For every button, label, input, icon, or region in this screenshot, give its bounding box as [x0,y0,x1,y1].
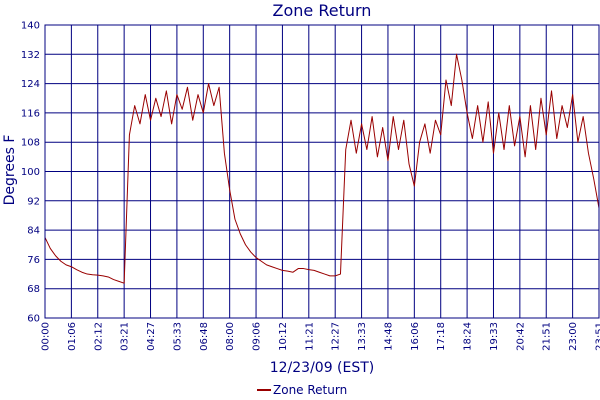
x-tick-label: 03:21 [120,322,131,351]
chart-title: Zone Return [273,1,372,20]
x-tick-label: 01:06 [67,322,78,351]
y-tick-label: 140 [21,21,40,32]
x-tick-label: 21:51 [542,322,553,351]
x-tick-label: 09:06 [252,322,263,351]
y-tick-label: 76 [27,255,40,266]
y-axis-label: Degrees F [2,135,18,206]
y-tick-label: 68 [27,284,40,295]
x-tick-label: 14:48 [383,322,394,351]
x-tick-label: 08:00 [225,322,236,351]
y-axis-ticks: 60 68 76 84 92 100 108 116 124 132 140 [21,21,40,325]
y-tick-label: 132 [21,50,40,61]
x-tick-label: 00:00 [41,322,52,351]
x-axis-ticks: 00:00 01:06 02:12 03:21 04:27 05:33 06:48 08:00… [41,322,600,351]
x-tick-label: 05:33 [172,322,183,351]
y-tick-label: 60 [27,314,40,325]
series-line-zone-return [44,53,600,284]
y-tick-label: 100 [21,167,40,178]
x-tick-label: 19:33 [489,322,500,351]
plot-frame [44,24,600,319]
x-tick-label: 04:27 [146,322,157,351]
x-tick-label: 10:12 [278,322,289,351]
y-tick-label: 108 [21,138,40,149]
legend: Zone Return [257,383,347,397]
x-tick-label: 23:00 [568,322,579,351]
x-tick-label: 02:12 [93,322,104,351]
x-tick-label: 12:27 [331,322,342,351]
x-tick-label: 06:48 [199,322,210,351]
x-tick-label: 23:51 [595,322,600,351]
x-tick-label: 17:18 [436,322,447,351]
x-tick-label: 20:42 [515,322,526,351]
y-tick-label: 84 [27,226,40,237]
y-tick-label: 92 [27,196,40,207]
y-tick-label: 116 [21,108,40,119]
x-axis-label: 12/23/09 (EST) [270,360,375,376]
x-tick-label: 16:06 [410,322,421,351]
x-tick-label: 11:21 [304,322,315,351]
legend-entry: Zone Return [273,383,347,397]
y-tick-label: 124 [21,79,40,90]
series-lines [44,53,600,284]
x-tick-label: 13:33 [357,322,368,351]
x-tick-label: 18:24 [463,322,474,351]
